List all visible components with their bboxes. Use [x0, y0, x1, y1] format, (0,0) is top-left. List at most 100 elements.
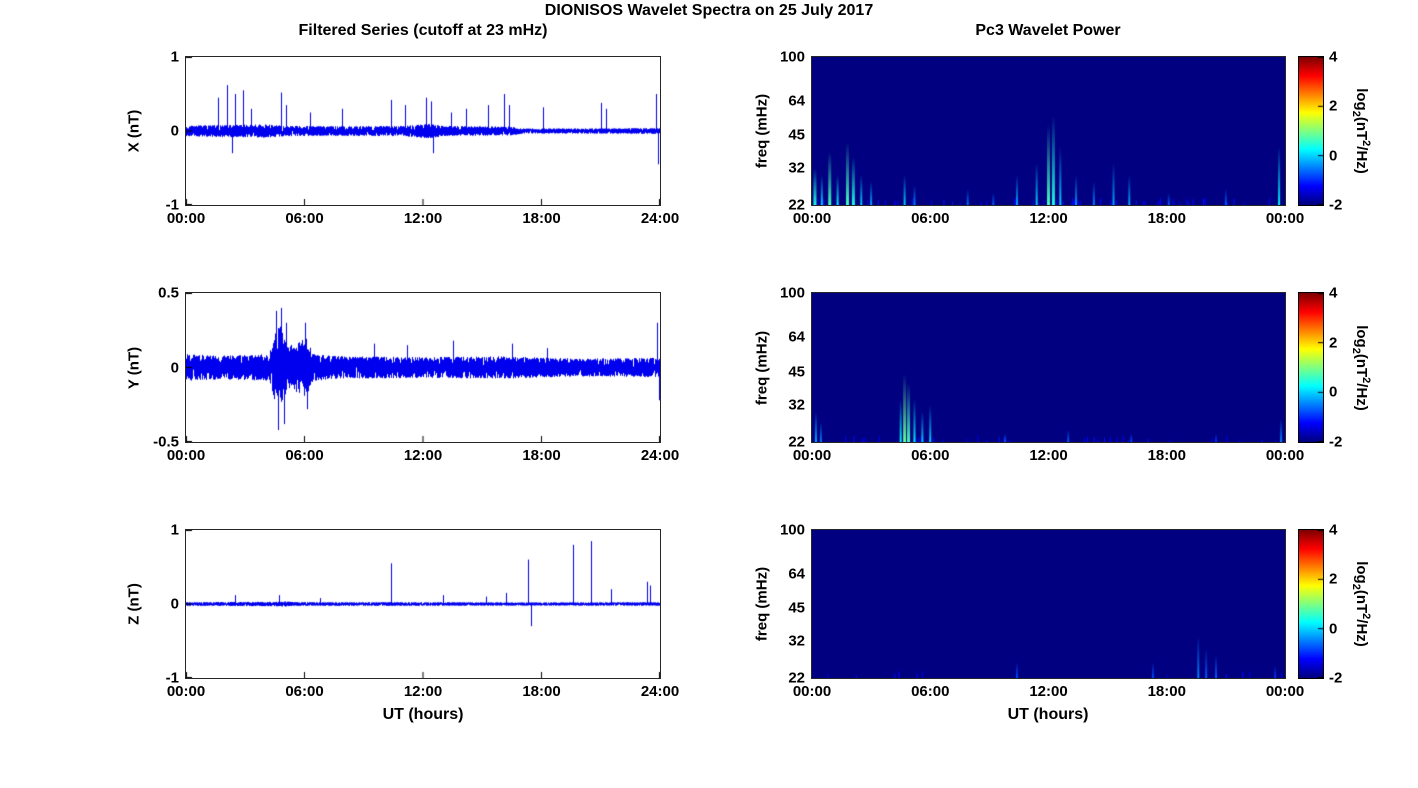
- colorbar-tick-label: 4: [1329, 284, 1338, 302]
- y-tick-label: 100: [779, 48, 805, 66]
- x-tick-label: 18:00: [522, 683, 561, 700]
- colorbar-label-suffix: /Hz): [1353, 146, 1370, 174]
- y-tick-label: -1: [165, 669, 179, 687]
- colorbar-label-mid: (nT: [1353, 116, 1370, 141]
- x-axis-label-right: UT (hours): [1007, 706, 1089, 723]
- x-tick-label: 00:00: [166, 447, 206, 464]
- x-tick-label: 00:00: [1265, 210, 1305, 227]
- x-tick-label: 18:00: [522, 447, 561, 464]
- x-tick-label: 12:00: [403, 683, 443, 700]
- spectrogram-canvas-spec-x: [811, 56, 1286, 206]
- spectrogram-canvas-spec-y: [811, 292, 1286, 443]
- ylabel-ts-z: Z (nT): [125, 583, 143, 625]
- y-tick-label: 0.5: [158, 284, 179, 302]
- x-tick-label: 12:00: [403, 210, 443, 227]
- x-tick-label: 18:00: [522, 210, 561, 227]
- colorbar-tick-label: 4: [1329, 521, 1338, 539]
- right-column-title: Pc3 Wavelet Power: [975, 22, 1121, 39]
- x-tick-label: 06:00: [285, 447, 324, 464]
- x-tick-label: 12:00: [1029, 210, 1068, 227]
- y-tick-label: 100: [779, 521, 805, 539]
- colorbar-label-mid: (nT: [1353, 353, 1370, 377]
- x-axis-label-left: UT (hours): [382, 706, 464, 723]
- colorbar-tick-label: -2: [1329, 196, 1343, 214]
- colorbar-label-prefix: log: [1353, 88, 1370, 111]
- y-tick-label: -0.5: [153, 433, 179, 451]
- ylabel-spec-x: freq (mHz): [753, 93, 771, 169]
- y-tick-label: 0: [170, 122, 179, 140]
- left-column-title: Filtered Series (cutoff at 23 mHz): [298, 22, 548, 39]
- y-tick-label: 45: [788, 599, 805, 617]
- y-tick-label: 100: [779, 284, 805, 302]
- y-tick-label: 32: [788, 396, 805, 414]
- y-tick-label: 0: [170, 595, 179, 613]
- colorbar-label-mid: (nT: [1353, 589, 1370, 614]
- x-tick-label: 24:00: [640, 210, 680, 227]
- x-tick-label: 24:00: [640, 447, 680, 464]
- x-tick-label: 12:00: [1029, 447, 1068, 464]
- x-tick-label: 18:00: [1147, 210, 1186, 227]
- x-tick-label: 18:00: [1147, 683, 1186, 700]
- ylabel-spec-y: freq (mHz): [753, 330, 771, 405]
- colorbar-label-suffix: /Hz): [1353, 619, 1370, 647]
- x-tick-label: 06:00: [911, 683, 950, 700]
- y-tick-label: 22: [788, 669, 805, 687]
- colorbar-tick-label: 2: [1329, 334, 1338, 352]
- colorbar-label-prefix: log: [1353, 324, 1370, 348]
- x-tick-label: 12:00: [1029, 683, 1068, 700]
- colorbar-tick-label: 0: [1329, 620, 1338, 638]
- y-tick-label: 32: [788, 632, 805, 650]
- x-tick-label: 18:00: [1147, 447, 1186, 464]
- figure-title: DIONISOS Wavelet Spectra on 25 July 2017: [544, 2, 874, 19]
- y-tick-label: 32: [788, 159, 805, 177]
- y-tick-label: -1: [165, 196, 179, 214]
- colorbar-label-suffix: /Hz): [1353, 382, 1370, 411]
- y-tick-label: 0: [170, 359, 179, 376]
- colorbar-canvas: [1298, 292, 1324, 443]
- x-tick-label: 06:00: [285, 210, 324, 227]
- x-tick-label: 12:00: [403, 447, 443, 464]
- colorbar-label-sub: 2: [1350, 347, 1362, 354]
- y-tick-label: 1: [170, 48, 179, 66]
- x-tick-label: 00:00: [166, 683, 206, 700]
- colorbar-tick-label: 2: [1329, 97, 1338, 115]
- y-tick-label: 22: [788, 433, 805, 451]
- colorbar-label: log2(nT2/Hz): [1350, 325, 1372, 411]
- ylabel-ts-y: Y (nT): [125, 346, 143, 389]
- x-tick-label: 06:00: [285, 683, 324, 700]
- y-tick-label: 22: [788, 196, 805, 214]
- colorbar-canvas: [1298, 529, 1324, 679]
- x-tick-label: 00:00: [1265, 683, 1305, 700]
- y-tick-label: 64: [788, 92, 805, 110]
- timeseries-canvas-ts-y: [185, 292, 661, 443]
- spectrogram-canvas-spec-z: [811, 529, 1286, 679]
- colorbar-label: log2(nT2/Hz): [1350, 561, 1372, 647]
- colorbar-tick-label: 0: [1329, 383, 1338, 401]
- y-tick-label: 64: [788, 328, 805, 346]
- colorbar-tick-label: -2: [1329, 669, 1343, 687]
- x-tick-label: 00:00: [166, 210, 206, 227]
- ylabel-ts-x: X (nT): [125, 109, 143, 153]
- colorbar-canvas: [1298, 56, 1324, 206]
- ylabel-spec-z: freq (mHz): [753, 566, 771, 642]
- colorbar-tick-label: 2: [1329, 570, 1338, 588]
- y-tick-label: 64: [788, 565, 805, 583]
- colorbar-tick-label: 0: [1329, 147, 1338, 165]
- colorbar-tick-label: 4: [1329, 48, 1338, 66]
- colorbar-tick-label: -2: [1329, 433, 1343, 451]
- timeseries-canvas-ts-x: [185, 56, 661, 206]
- colorbar-label-sup: 2: [1360, 376, 1372, 383]
- y-tick-label: 45: [788, 126, 805, 144]
- y-tick-label: 1: [170, 521, 179, 539]
- colorbar-label-prefix: log: [1353, 561, 1370, 584]
- timeseries-canvas-ts-z: [185, 529, 661, 679]
- x-tick-label: 06:00: [911, 447, 950, 464]
- x-tick-label: 06:00: [911, 210, 950, 227]
- colorbar-label: log2(nT2/Hz): [1350, 88, 1372, 174]
- x-tick-label: 00:00: [792, 447, 832, 464]
- x-tick-label: 00:00: [792, 210, 832, 227]
- y-tick-label: 45: [788, 363, 805, 381]
- x-tick-label: 00:00: [1265, 447, 1305, 464]
